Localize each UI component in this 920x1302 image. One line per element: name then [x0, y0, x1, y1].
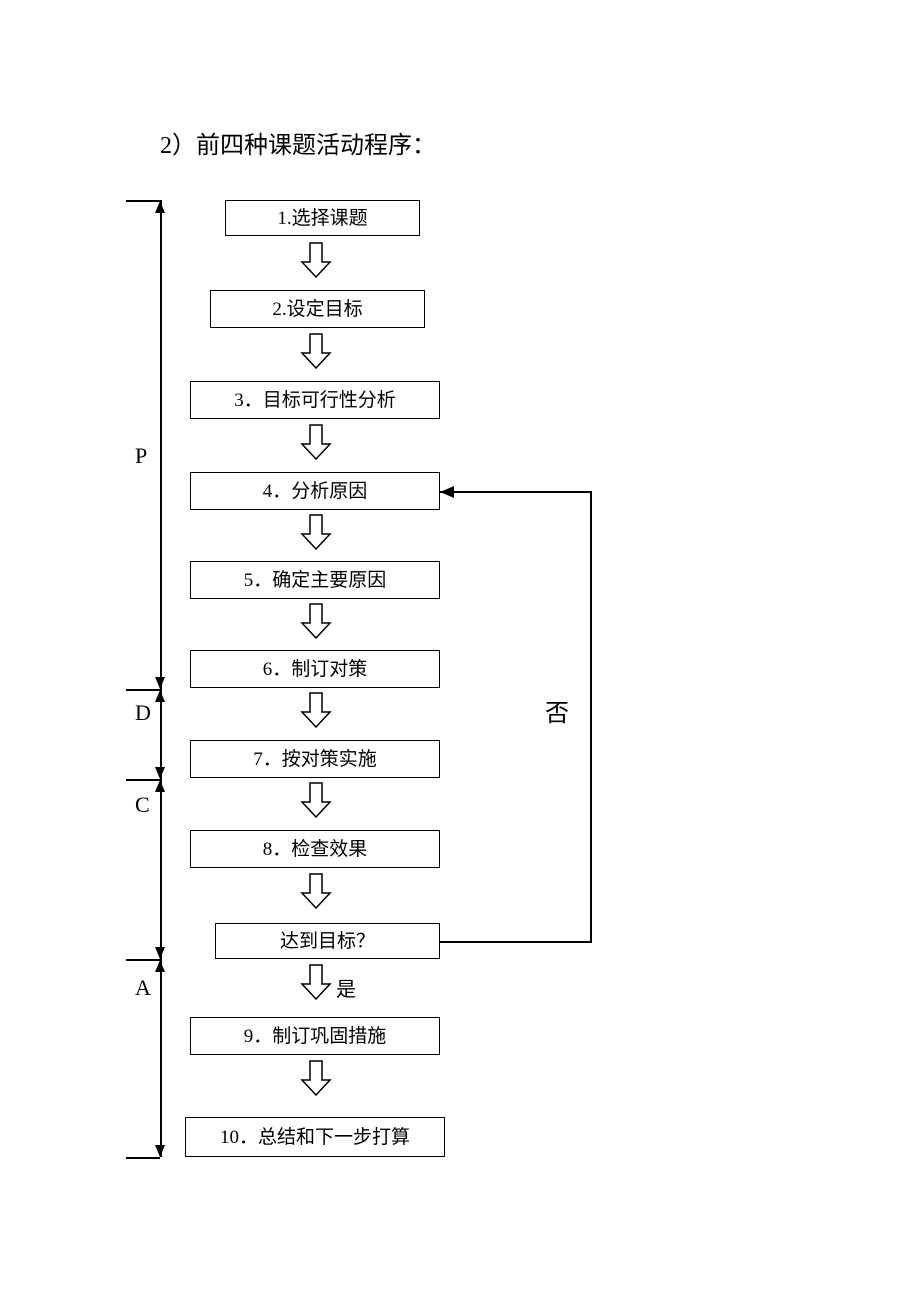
down-arrow-6: [300, 692, 332, 728]
down-arrow-1: [300, 242, 332, 278]
down-arrow-8: [300, 873, 332, 909]
down-arrow-5: [300, 603, 332, 639]
yes-label: 是: [336, 973, 356, 1002]
phase-label-C: C: [135, 792, 150, 818]
phase-label-D: D: [135, 700, 151, 726]
feedback-arrowhead: [440, 486, 454, 498]
flowchart-diagram: P D C A 1.选择课题 2.设定目标 3．目标可行性分析 4．分析原因 5．确定主要原因…: [110, 195, 810, 1170]
bracket-arrow-up-0: [155, 201, 165, 213]
down-arrow-7: [300, 782, 332, 818]
flowchart-box-6: 6．制订对策: [190, 650, 440, 688]
flowchart-box-2: 2.设定目标: [210, 290, 425, 328]
flowchart-box-10: 9．制订巩固措施: [190, 1017, 440, 1055]
bracket-arrow-down-1: [155, 767, 165, 779]
diagram-title: 2）前四种课题活动程序：: [160, 125, 436, 160]
bracket-arrow-down-2: [155, 947, 165, 959]
down-arrow-4: [300, 514, 332, 550]
down-arrow-10: [300, 1060, 332, 1096]
flowchart-box-7: 7．按对策实施: [190, 740, 440, 778]
feedback-v: [590, 491, 592, 943]
flowchart-box-5: 5．确定主要原因: [190, 561, 440, 599]
flowchart-box-9: 达到目标？: [215, 923, 440, 959]
flowchart-box-4: 4．分析原因: [190, 472, 440, 510]
phase-label-A: A: [135, 975, 151, 1001]
down-arrow-9: [300, 964, 332, 1000]
phase-label-P: P: [135, 443, 147, 469]
feedback-h-top: [440, 491, 590, 493]
bracket-arrow-up-3: [155, 960, 165, 972]
flowchart-box-11: 10．总结和下一步打算: [185, 1117, 445, 1157]
down-arrow-3: [300, 424, 332, 460]
bracket-arrow-up-2: [155, 780, 165, 792]
flowchart-box-8: 8．检查效果: [190, 830, 440, 868]
bracket-arrow-down-3: [155, 1145, 165, 1157]
flowchart-box-1: 1.选择课题: [225, 200, 420, 236]
bracket-tick-4: [126, 1157, 160, 1159]
flowchart-box-3: 3．目标可行性分析: [190, 381, 440, 419]
bracket-arrow-up-1: [155, 690, 165, 702]
bracket-arrow-down-0: [155, 677, 165, 689]
down-arrow-2: [300, 333, 332, 369]
feedback-h-bottom: [440, 941, 590, 943]
no-label: 否: [545, 693, 569, 728]
